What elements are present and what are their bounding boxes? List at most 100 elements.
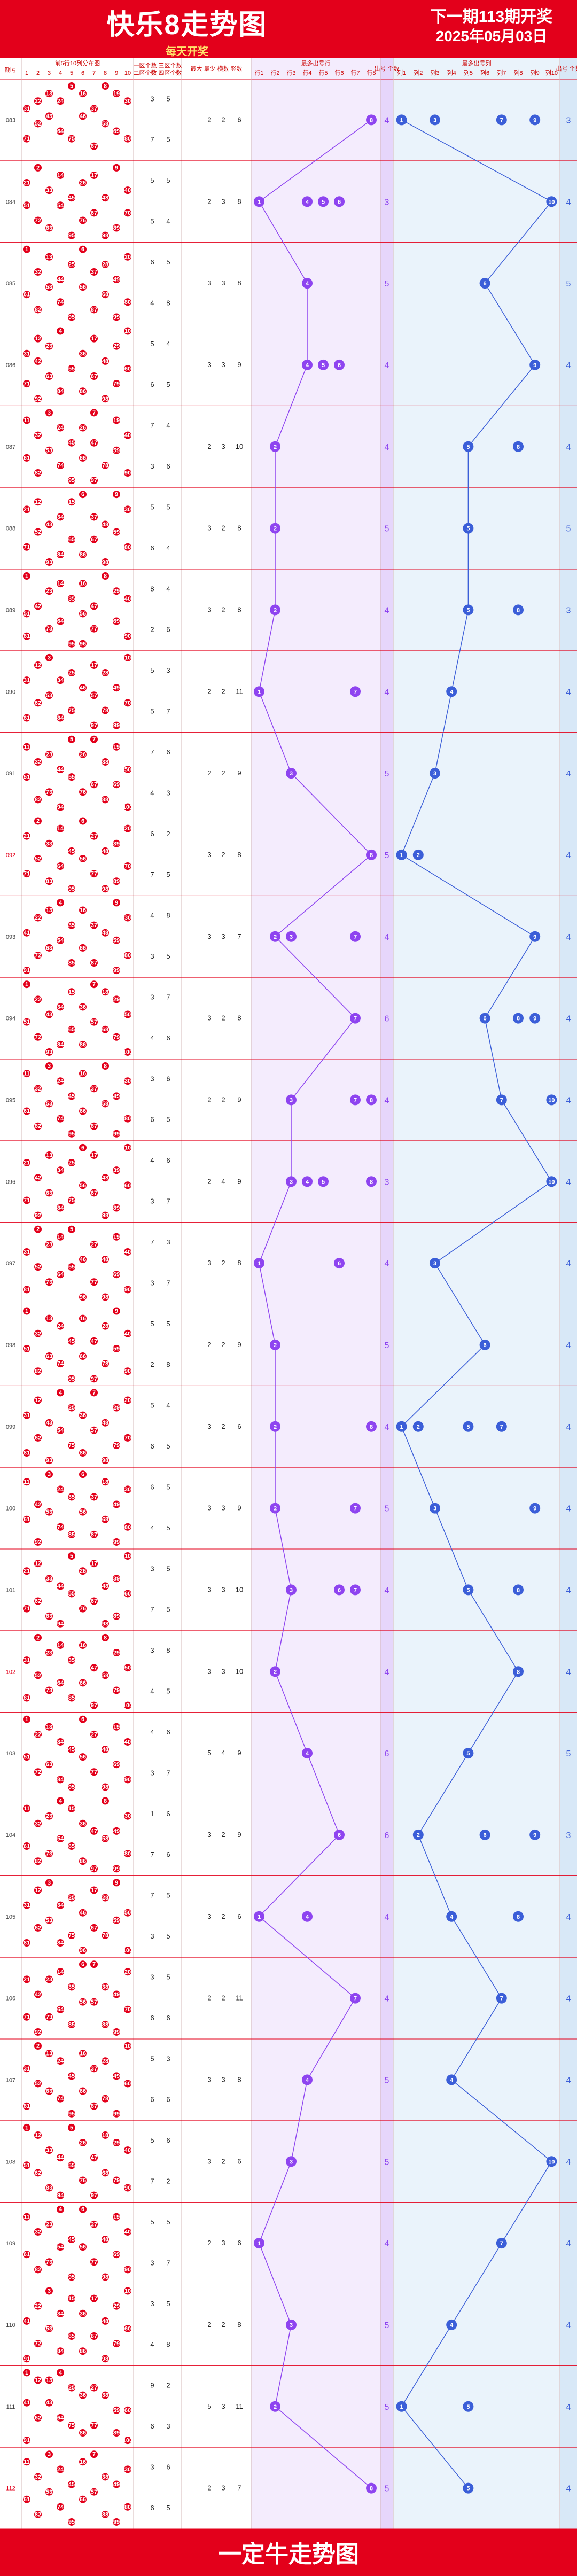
max-row-value: 2 bbox=[207, 1341, 211, 1349]
row-trend-point bbox=[270, 931, 280, 942]
number-ball-label: 34 bbox=[57, 1168, 64, 1174]
number-ball-label: 15 bbox=[68, 1805, 75, 1812]
number-ball-label: 90 bbox=[124, 1368, 131, 1375]
number-ball-label: 28 bbox=[102, 1895, 108, 1901]
number-ball-label: 56 bbox=[80, 284, 86, 291]
zone4-count: 7 bbox=[166, 2259, 170, 2267]
number-ball-label: 98 bbox=[102, 559, 108, 565]
row-extra-label: 7 bbox=[354, 934, 357, 940]
number-ball-label: 87 bbox=[91, 143, 97, 150]
number-ball-label: 69 bbox=[113, 2252, 120, 2258]
number-ball-label: 81 bbox=[24, 1287, 30, 1293]
issue-number: 087 bbox=[6, 444, 15, 450]
number-ball bbox=[23, 1344, 30, 1352]
number-ball bbox=[45, 1457, 53, 1465]
row-extra-ball bbox=[350, 1094, 361, 1106]
number-ball bbox=[57, 2503, 64, 2511]
number-ball bbox=[113, 1865, 120, 1873]
number-ball-label: 50 bbox=[124, 1011, 131, 1018]
col-extra-ball bbox=[496, 1421, 507, 1432]
number-ball bbox=[23, 2065, 30, 2073]
col-extra-ball bbox=[513, 1911, 524, 1922]
number-ball bbox=[79, 387, 87, 395]
number-ball bbox=[79, 2309, 87, 2317]
row-trend-label: 2 bbox=[274, 2404, 277, 2410]
row-trend-line bbox=[258, 119, 372, 2489]
row-trend-label: 4 bbox=[306, 362, 309, 369]
col-trend-point bbox=[446, 686, 457, 697]
number-ball-label: 63 bbox=[46, 2088, 52, 2095]
number-ball-label: 13 bbox=[46, 2051, 52, 2057]
number-ball bbox=[68, 1130, 75, 1138]
col-trend-label: 2 bbox=[417, 1832, 420, 1839]
zone4-count: 6 bbox=[166, 2014, 170, 2022]
number-ball-label: 44 bbox=[57, 767, 64, 773]
number-ball bbox=[113, 781, 120, 789]
number-ball bbox=[45, 788, 53, 796]
number-ball-label: 50 bbox=[124, 767, 131, 773]
number-ball bbox=[68, 1375, 75, 1383]
number-ball bbox=[68, 1196, 75, 1204]
number-ball-label: 48 bbox=[102, 2237, 108, 2243]
number-ball bbox=[57, 2057, 64, 2065]
max-row-value: 2 bbox=[207, 1994, 211, 2002]
row-trend-label: 7 bbox=[354, 1016, 357, 1022]
number-ball-label: 48 bbox=[102, 1175, 108, 1181]
number-ball-label: 12 bbox=[35, 499, 41, 505]
number-ball bbox=[90, 2102, 98, 2110]
number-ball bbox=[68, 260, 75, 268]
col-out-count: 4 bbox=[566, 1995, 571, 2004]
col-trend-point bbox=[463, 604, 474, 616]
number-ball-label: 74 bbox=[57, 2504, 64, 2510]
number-ball-label: 67 bbox=[91, 2333, 97, 2340]
number-ball-label: 60 bbox=[124, 2325, 131, 2332]
row-extra-ball bbox=[350, 686, 361, 697]
number-ball-label: 74 bbox=[57, 299, 64, 306]
col-trend-point bbox=[463, 1748, 474, 1759]
number-ball-label: 37 bbox=[91, 514, 97, 520]
number-ball-label: 37 bbox=[91, 269, 97, 275]
number-ball-label: 16 bbox=[80, 1316, 86, 1322]
header-out-count: 出号 个数 bbox=[374, 65, 399, 72]
issue-number: 097 bbox=[6, 1260, 15, 1267]
row-trend-label: 4 bbox=[306, 2077, 309, 2083]
row-out-count: 4 bbox=[385, 688, 389, 697]
number-ball-label: 33 bbox=[46, 840, 52, 847]
col-extra-label: 2 bbox=[417, 1424, 420, 1430]
row-trend-point bbox=[302, 2074, 313, 2085]
number-ball bbox=[68, 669, 75, 677]
number-ball bbox=[68, 1025, 75, 1033]
spread-value: 7 bbox=[237, 932, 241, 940]
number-ball-label: 95 bbox=[68, 1784, 75, 1791]
number-ball bbox=[102, 1633, 109, 1641]
row-extra-ball bbox=[366, 1176, 377, 1187]
number-ball-label: 79 bbox=[113, 381, 120, 387]
number-ball-label: 50 bbox=[124, 1910, 131, 1916]
number-ball-label: 31 bbox=[24, 2066, 30, 2072]
zone2-count: 8 bbox=[166, 912, 170, 920]
number-ball bbox=[45, 944, 53, 952]
number-ball bbox=[90, 602, 98, 610]
col-extra-ball bbox=[412, 1421, 424, 1432]
number-ball bbox=[57, 2369, 64, 2377]
number-ball-label: 61 bbox=[24, 455, 30, 461]
col-out-count: 5 bbox=[566, 1749, 571, 1758]
number-ball bbox=[34, 1263, 42, 1271]
number-ball bbox=[124, 1077, 131, 1085]
number-ball-label: 67 bbox=[91, 1598, 97, 1605]
number-ball-label: 11 bbox=[24, 1805, 30, 1812]
col-trend-point bbox=[396, 1421, 407, 1432]
number-ball bbox=[90, 1493, 98, 1501]
zone1-count: 3 bbox=[150, 1646, 154, 1654]
number-ball bbox=[57, 2205, 64, 2213]
number-ball-label: 5 bbox=[70, 1226, 73, 1233]
number-ball-label: 7 bbox=[92, 982, 96, 988]
number-ball-label: 34 bbox=[57, 1004, 64, 1010]
number-ball-label: 23 bbox=[46, 1650, 52, 1656]
row-out-count: 4 bbox=[385, 606, 389, 615]
number-ball bbox=[57, 2005, 64, 2013]
number-ball-label: 86 bbox=[80, 1041, 86, 1048]
number-ball-label: 34 bbox=[57, 2310, 64, 2317]
number-ball bbox=[79, 854, 87, 862]
number-ball-label: 11 bbox=[24, 1071, 30, 1077]
